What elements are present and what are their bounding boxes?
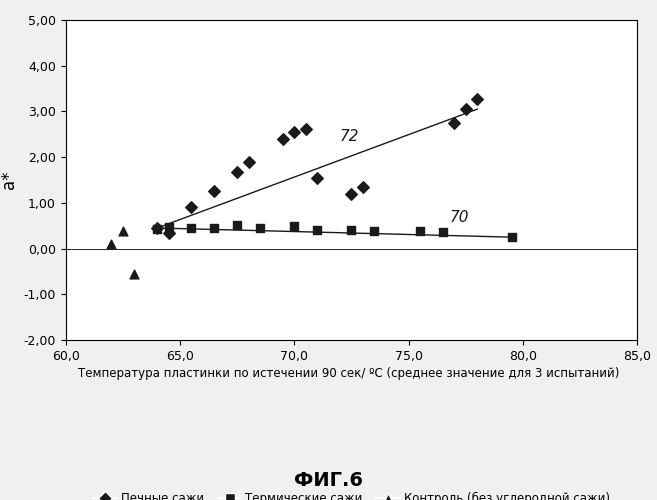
Печные сажи — [300, 125, 311, 133]
Термические сажи — [255, 224, 265, 232]
Text: 70: 70 — [450, 210, 469, 225]
Термические сажи — [438, 228, 448, 235]
Термические сажи — [232, 221, 242, 229]
Термические сажи — [289, 222, 300, 230]
Печные сажи — [357, 183, 368, 191]
Text: ФИГ.6: ФИГ.6 — [294, 471, 363, 490]
Контроль (без углеродной сажи) — [118, 227, 128, 235]
Печные сажи — [449, 119, 460, 127]
Печные сажи — [232, 168, 242, 176]
Печные сажи — [461, 105, 471, 113]
Термические сажи — [152, 226, 162, 234]
Печные сажи — [152, 224, 162, 232]
Термические сажи — [209, 224, 219, 232]
Печные сажи — [472, 94, 482, 102]
Печные сажи — [164, 228, 174, 236]
Контроль (без углеродной сажи) — [106, 240, 117, 248]
Text: 72: 72 — [340, 129, 359, 144]
Печные сажи — [243, 158, 254, 166]
Печные сажи — [278, 135, 288, 143]
Печные сажи — [346, 190, 357, 198]
Text: Температура пластинки по истечении 90 сек/ ºC (среднее значение для 3 испытаний): Температура пластинки по истечении 90 се… — [78, 368, 619, 380]
Контроль (без углеродной сажи) — [129, 270, 139, 278]
Термические сажи — [507, 233, 517, 241]
Термические сажи — [186, 224, 196, 232]
Термические сажи — [346, 226, 357, 234]
Печные сажи — [209, 186, 219, 194]
Термические сажи — [312, 226, 323, 234]
Печные сажи — [289, 128, 300, 136]
Печные сажи — [312, 174, 323, 182]
Термические сажи — [369, 227, 380, 235]
Печные сажи — [186, 204, 196, 212]
Y-axis label: a*: a* — [0, 171, 18, 189]
Legend: Печные сажи, Термические сажи, Контроль (без углеродной сажи): Печные сажи, Термические сажи, Контроль … — [89, 488, 614, 500]
Термические сажи — [415, 227, 425, 235]
Термические сажи — [164, 222, 174, 230]
